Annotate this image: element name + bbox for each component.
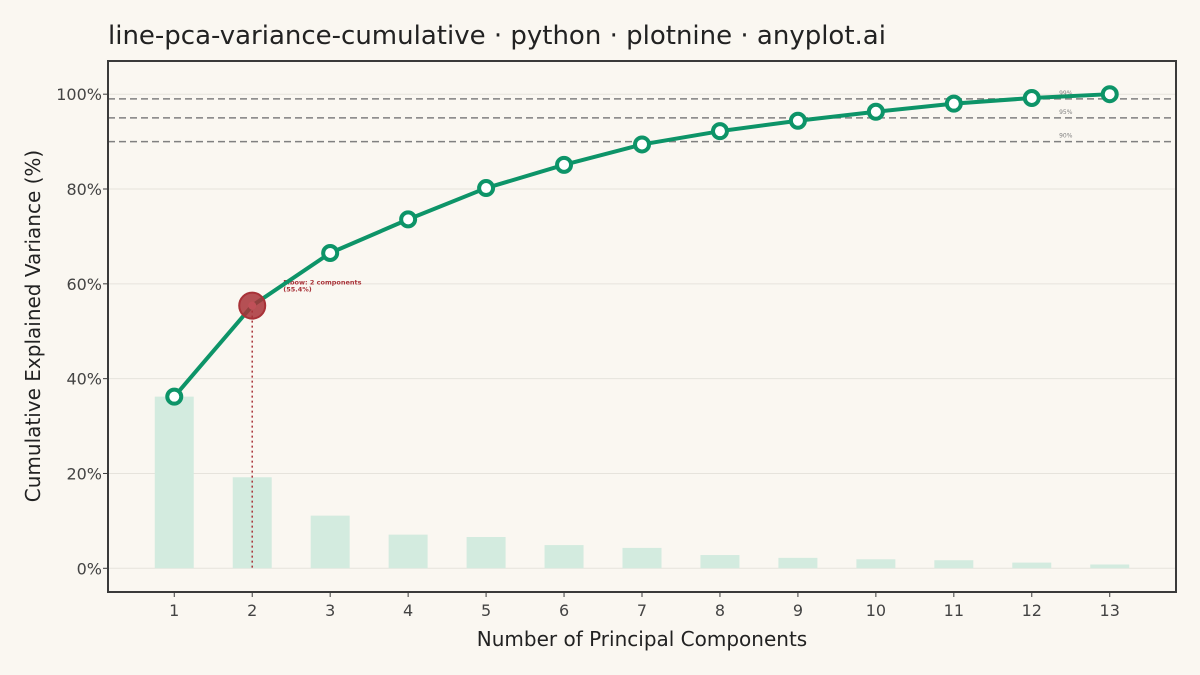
x-tick-label: 2	[247, 601, 257, 620]
y-tick-label: 40%	[66, 370, 102, 389]
x-tick-label: 5	[481, 601, 491, 620]
variance-bar	[934, 560, 974, 569]
variance-bar	[700, 555, 740, 569]
bars-layer	[154, 396, 1130, 569]
variance-bar	[1012, 562, 1052, 569]
data-point	[321, 244, 340, 263]
x-tick-label: 1	[169, 601, 179, 620]
data-point	[633, 135, 651, 154]
y-axis-label: Cumulative Explained Variance (%)	[21, 150, 45, 502]
data-point	[399, 210, 418, 229]
variance-bar	[544, 545, 584, 569]
x-tick-label: 8	[715, 601, 725, 620]
x-tick-label: 12	[1022, 601, 1042, 620]
data-point	[944, 94, 963, 113]
y-tick-label: 60%	[66, 275, 102, 294]
x-tick-label: 6	[559, 601, 569, 620]
x-tick-label: 3	[325, 601, 335, 620]
variance-bar	[388, 534, 428, 569]
variance-bar	[310, 515, 350, 569]
elbow-point-center	[248, 301, 257, 310]
data-point	[1022, 88, 1041, 107]
y-tick-label: 80%	[66, 180, 102, 199]
x-axis-label: Number of Principal Components	[477, 627, 807, 651]
variance-bar	[466, 537, 506, 569]
threshold-label: 90%	[1059, 133, 1073, 140]
data-point	[710, 122, 729, 141]
data-point	[788, 111, 807, 130]
variance-bar	[856, 559, 896, 569]
data-point	[477, 179, 496, 198]
x-tick-label: 10	[866, 601, 886, 620]
x-tick-label: 13	[1100, 601, 1120, 620]
threshold-label: 95%	[1059, 109, 1073, 116]
variance-bar	[154, 396, 194, 569]
data-point	[866, 102, 885, 121]
y-axis-ticks: 0% 20% 40% 60% 80% 100%	[56, 85, 108, 578]
threshold-label: 99%	[1059, 90, 1073, 97]
x-tick-label: 4	[403, 601, 413, 620]
x-axis-ticks: 1 2 3 4 5 6 7 8 9 10 11 12 13	[169, 592, 1120, 620]
x-tick-label: 11	[944, 601, 964, 620]
x-tick-label: 9	[793, 601, 803, 620]
elbow-annotation-line2: (55.4%)	[283, 286, 312, 294]
y-tick-label: 20%	[66, 464, 102, 483]
data-point	[165, 387, 184, 406]
x-tick-label: 7	[637, 601, 647, 620]
elbow-layer: Elbow: 2 components(55.4%)	[251, 279, 362, 569]
y-tick-label: 100%	[56, 85, 102, 104]
data-point	[1100, 85, 1119, 104]
data-point	[555, 155, 574, 174]
chart-title: line-pca-variance-cumulative · python · …	[108, 21, 886, 51]
elbow-annotation-line1: Elbow: 2 components	[283, 279, 361, 287]
variance-bar	[778, 557, 818, 569]
y-tick-label: 0%	[77, 559, 102, 578]
variance-bar	[1090, 564, 1130, 569]
variance-bar	[622, 547, 662, 569]
points-layer	[165, 85, 1119, 406]
